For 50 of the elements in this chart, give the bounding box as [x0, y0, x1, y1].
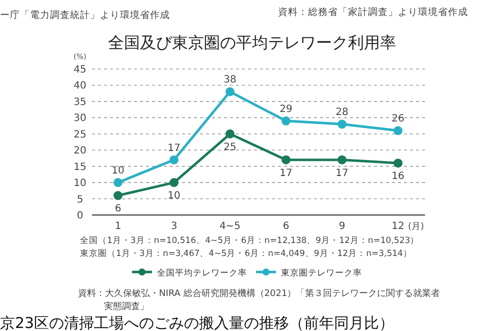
legend-label: 東京圏テレワーク率 [281, 268, 362, 278]
data-label: 17 [336, 168, 348, 179]
text: 東京圏（1月・3月：n=3,467、4~5月・6月：n=4,049、9月・12月：n=3,514） [80, 248, 412, 259]
data-label: 10 [168, 190, 180, 202]
point [282, 155, 290, 164]
point [226, 129, 234, 138]
point [226, 87, 234, 96]
point [338, 120, 346, 129]
point [394, 126, 402, 136]
y-tick-label: 45 [74, 64, 86, 76]
data-label: 6 [114, 204, 122, 215]
y-tick-label: 35 [74, 96, 86, 108]
data-label: 16 [392, 171, 404, 182]
x-tick-label: 12 [392, 221, 404, 232]
point [114, 178, 122, 188]
point [282, 116, 290, 126]
point [338, 155, 346, 164]
text: 京23区の清掃工場へのごみの搬入量の推移（前年同月比） [0, 314, 394, 331]
data-label: 10 [112, 166, 124, 177]
y-tick-label: 0 [76, 210, 84, 222]
text: 資料：大久保敏弘・NIRA 総合研究開発機構（2021）「第３回テレワークに関する就業者実態調査」 [78, 288, 440, 312]
y-tick-label: 10 [74, 178, 86, 190]
point [114, 191, 122, 200]
x-tick-label: 1 [114, 221, 122, 232]
x-tick-label: 3 [170, 221, 178, 232]
x-tick-label: 4~5 [219, 221, 241, 232]
data-label: 17 [280, 168, 292, 179]
data-label: 29 [280, 104, 292, 115]
text: 全国（1月・3月：n=10,516、4~5月・6月：n=12,138、9月・12月：n=10,523） [80, 235, 420, 246]
y-tick-label: 30 [74, 113, 86, 124]
x-axis-title: (月) [408, 222, 424, 232]
x-tick-label: 6 [282, 221, 290, 232]
y-tick-label: 5 [76, 194, 84, 206]
point [170, 155, 178, 164]
x-tick-label: 9 [338, 221, 346, 232]
y-tick-label: 20 [74, 146, 86, 157]
y-tick-label: 15 [74, 162, 86, 173]
data-label: 25 [224, 142, 236, 153]
data-label: 17 [168, 142, 180, 154]
point [394, 158, 402, 168]
legend-label: 全国平均テレワーク率 [157, 268, 247, 278]
data-label: 26 [392, 114, 404, 125]
point [170, 178, 178, 188]
text: 資料：総務省「家計調査」より環境省作成 [278, 6, 468, 18]
text: ー庁「電力調査統計」より環境省作成 [0, 9, 170, 21]
y-tick-label: 40 [74, 80, 86, 92]
data-label: 28 [336, 107, 348, 118]
chart-title: 全国及び東京圏の平均テレワーク利用率 [108, 33, 396, 52]
y-tick-label: 25 [74, 129, 86, 140]
data-label: 38 [224, 74, 236, 86]
